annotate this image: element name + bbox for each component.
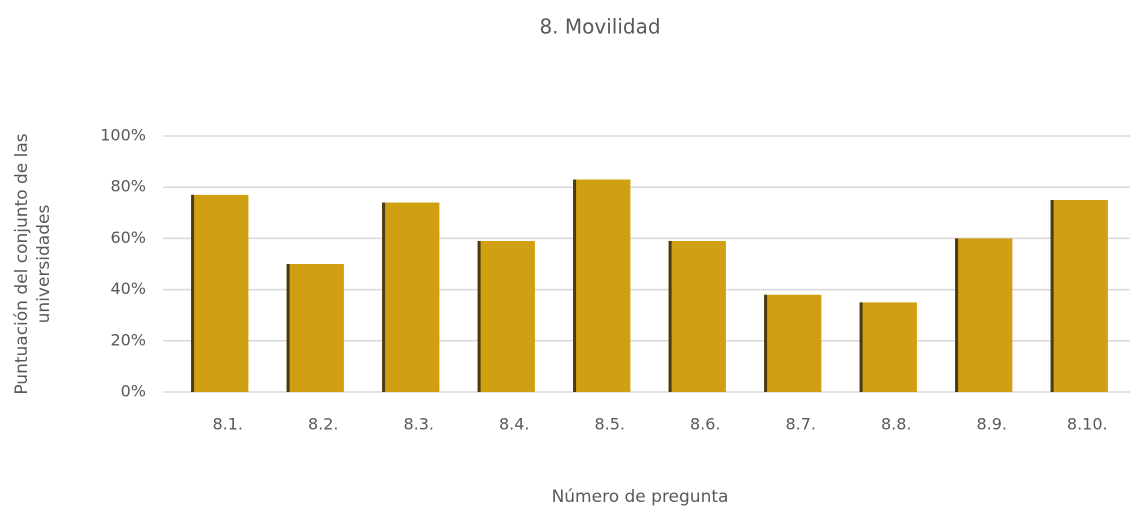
bar-body xyxy=(955,238,1013,392)
x-tick-label: 8.8. xyxy=(881,415,912,434)
y-tick-label: 20% xyxy=(110,330,146,349)
bar-body xyxy=(573,179,631,392)
y-tick-label: 100% xyxy=(100,126,146,145)
x-tick-label: 8.10. xyxy=(1067,415,1108,434)
y-tick-label: 0% xyxy=(121,382,146,401)
x-axis-label: Número de pregunta xyxy=(552,487,729,507)
bar xyxy=(668,240,726,392)
bar xyxy=(477,240,535,392)
bar-body xyxy=(382,202,440,392)
y-axis-label: Puntuación del conjunto de las universid… xyxy=(12,133,54,394)
bar-edge xyxy=(764,294,768,392)
y-tick-label: 60% xyxy=(110,228,146,247)
bar-body xyxy=(1050,200,1108,392)
y-axis-label-line: universidades xyxy=(34,205,54,324)
bar-edge xyxy=(477,240,481,392)
bar-body xyxy=(859,302,917,392)
x-tick-label: 8.6. xyxy=(690,415,721,434)
bar-body xyxy=(477,240,535,392)
x-tick-label: 8.1. xyxy=(212,415,243,434)
bar-edge xyxy=(1050,200,1054,392)
bar-body xyxy=(286,264,344,392)
y-axis-label-line: Puntuación del conjunto de las xyxy=(12,133,32,394)
bar-edge xyxy=(286,264,290,392)
chart-title: 8. Movilidad xyxy=(539,15,660,39)
bar-edge xyxy=(859,302,863,392)
bar xyxy=(764,294,822,392)
bar-edge xyxy=(573,179,577,392)
bar xyxy=(573,179,631,392)
bar-edge xyxy=(668,240,672,392)
y-tick-label: 80% xyxy=(110,177,146,196)
x-tick-label: 8.3. xyxy=(403,415,434,434)
bar xyxy=(191,194,249,392)
bar-body xyxy=(668,240,726,392)
bar xyxy=(286,264,344,392)
bar xyxy=(1050,200,1108,392)
bar-body xyxy=(191,194,249,392)
bar-edge xyxy=(191,194,195,392)
bar xyxy=(382,202,440,392)
bar-edge xyxy=(382,202,386,392)
bar-body xyxy=(764,294,822,392)
bar xyxy=(859,302,917,392)
x-tick-label: 8.7. xyxy=(785,415,816,434)
y-tick-label: 40% xyxy=(110,279,146,298)
bar xyxy=(955,238,1013,392)
x-tick-label: 8.9. xyxy=(976,415,1007,434)
x-tick-label: 8.2. xyxy=(308,415,339,434)
x-tick-label: 8.4. xyxy=(499,415,530,434)
x-tick-label: 8.5. xyxy=(594,415,625,434)
bar-edge xyxy=(955,238,959,392)
